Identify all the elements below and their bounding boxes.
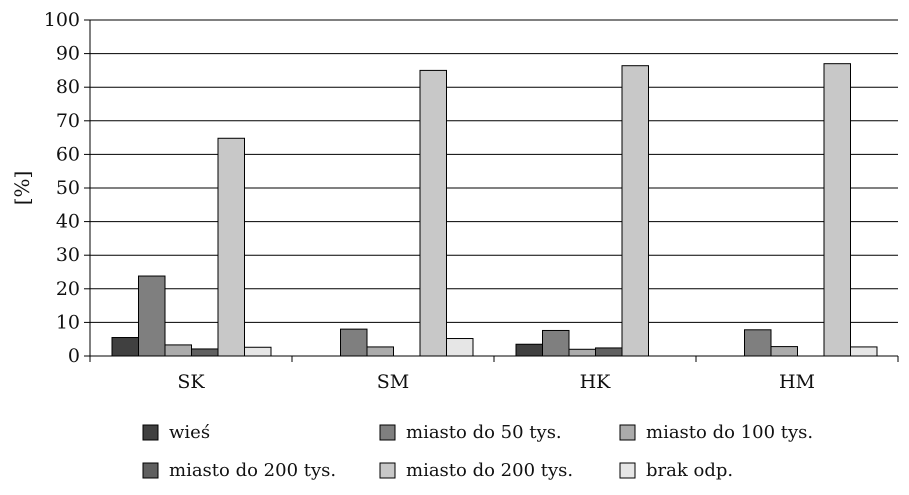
bar bbox=[568, 348, 596, 357]
legend-entry: miasto do 200 tys. bbox=[406, 460, 573, 481]
legend-swatch bbox=[619, 424, 636, 441]
x-tick-label: HM bbox=[779, 371, 815, 393]
legend-swatch bbox=[379, 462, 396, 479]
y-tick-label: 90 bbox=[56, 43, 80, 65]
y-axis-label: [%] bbox=[10, 171, 34, 206]
bar bbox=[770, 346, 798, 357]
y-tick-label: 100 bbox=[44, 9, 80, 31]
bar bbox=[621, 65, 649, 357]
y-tick-label: 0 bbox=[68, 345, 80, 367]
y-tick-label: 60 bbox=[56, 143, 80, 165]
y-tick-label: 50 bbox=[56, 177, 80, 199]
legend-entry: miasto do 200 tys. bbox=[169, 460, 336, 481]
y-tick-label: 70 bbox=[56, 110, 80, 132]
bar bbox=[744, 329, 772, 357]
y-tick-label: 40 bbox=[56, 211, 80, 233]
x-tick-label: SK bbox=[177, 371, 205, 393]
bar bbox=[138, 275, 166, 357]
bar bbox=[446, 338, 474, 357]
bar bbox=[542, 329, 570, 357]
legend-entry: miasto do 100 tys. bbox=[646, 422, 813, 443]
bar bbox=[111, 337, 139, 357]
bar bbox=[244, 346, 272, 357]
legend-entry: wieś bbox=[169, 422, 210, 443]
bar bbox=[595, 347, 623, 357]
legend-swatch bbox=[142, 424, 159, 441]
bar bbox=[191, 348, 219, 357]
y-tick-label: 20 bbox=[56, 278, 80, 300]
legend-entry: brak odp. bbox=[646, 460, 733, 481]
bar bbox=[340, 328, 368, 357]
bars bbox=[111, 63, 878, 357]
x-tick-label: HK bbox=[580, 371, 612, 393]
bar bbox=[366, 346, 394, 357]
legend-swatch bbox=[142, 462, 159, 479]
y-tick-label: 30 bbox=[56, 244, 80, 266]
bar bbox=[164, 344, 192, 357]
axes: 0 10 20 30 40 50 60 70 80 90 100 SK SM HK HM bbox=[44, 9, 899, 393]
bar bbox=[515, 343, 543, 357]
bar bbox=[823, 63, 851, 357]
legend-swatch bbox=[619, 462, 636, 479]
legend-entry: miasto do 50 tys. bbox=[406, 422, 562, 443]
legend: wieś miasto do 50 tys. miasto do 100 tys. m… bbox=[142, 422, 813, 481]
x-tick-label: SM bbox=[377, 371, 409, 393]
bar bbox=[850, 346, 878, 357]
y-tick-label: 10 bbox=[56, 311, 80, 333]
bar bbox=[419, 69, 447, 357]
y-tick-label: 80 bbox=[56, 76, 80, 98]
legend-swatch bbox=[379, 424, 396, 441]
bar bbox=[217, 137, 245, 357]
gridlines bbox=[90, 19, 898, 323]
